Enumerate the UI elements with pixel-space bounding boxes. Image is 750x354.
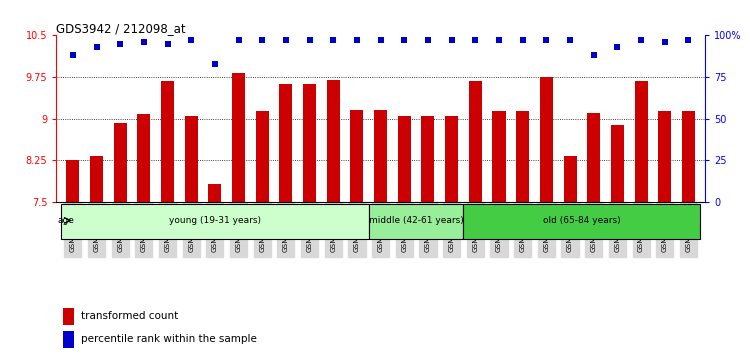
- Text: old (65-84 years): old (65-84 years): [543, 216, 621, 225]
- Point: [327, 38, 339, 43]
- Bar: [232, 73, 245, 202]
- Bar: [469, 81, 482, 202]
- Point: [564, 38, 576, 43]
- Point: [540, 38, 552, 43]
- Point: [446, 38, 458, 43]
- Point: [517, 38, 529, 43]
- Bar: [634, 81, 647, 202]
- Point: [493, 38, 505, 43]
- Point: [67, 52, 79, 58]
- Point: [398, 38, 410, 43]
- Bar: [209, 184, 221, 202]
- Text: young (19-31 years): young (19-31 years): [169, 216, 261, 225]
- Point: [588, 52, 600, 58]
- Bar: [563, 156, 577, 202]
- FancyBboxPatch shape: [369, 204, 464, 239]
- Bar: [587, 113, 600, 202]
- Point: [682, 38, 694, 43]
- Bar: [446, 116, 458, 202]
- Point: [470, 38, 482, 43]
- Bar: [114, 123, 127, 202]
- Bar: [516, 112, 530, 202]
- Bar: [90, 156, 103, 202]
- Text: percentile rank within the sample: percentile rank within the sample: [81, 335, 256, 344]
- Point: [611, 44, 623, 50]
- Bar: [350, 110, 364, 202]
- Point: [185, 38, 197, 43]
- Bar: [327, 80, 340, 202]
- Bar: [658, 112, 671, 202]
- Point: [351, 38, 363, 43]
- Bar: [540, 77, 553, 202]
- Bar: [398, 116, 411, 202]
- Bar: [184, 116, 198, 202]
- Bar: [66, 160, 80, 202]
- Point: [232, 38, 244, 43]
- Point: [635, 38, 647, 43]
- Bar: [374, 110, 387, 202]
- Bar: [280, 84, 292, 202]
- Point: [280, 38, 292, 43]
- Point: [375, 38, 387, 43]
- Point: [209, 61, 221, 67]
- FancyBboxPatch shape: [61, 204, 369, 239]
- Bar: [493, 112, 506, 202]
- Point: [256, 38, 268, 43]
- Text: age: age: [58, 216, 74, 225]
- Bar: [611, 125, 624, 202]
- Text: transformed count: transformed count: [81, 312, 178, 321]
- Text: GDS3942 / 212098_at: GDS3942 / 212098_at: [56, 22, 186, 35]
- Bar: [682, 112, 695, 202]
- Point: [161, 41, 173, 46]
- Point: [114, 41, 126, 46]
- Bar: [161, 81, 174, 202]
- Point: [91, 44, 103, 50]
- Point: [304, 38, 316, 43]
- Text: middle (42-61 years): middle (42-61 years): [369, 216, 464, 225]
- Point: [138, 39, 150, 45]
- Bar: [303, 84, 316, 202]
- Bar: [256, 112, 268, 202]
- Point: [422, 38, 434, 43]
- Bar: [63, 308, 74, 325]
- Point: [658, 39, 670, 45]
- Bar: [63, 331, 74, 348]
- Bar: [422, 116, 434, 202]
- Bar: [137, 114, 150, 202]
- FancyBboxPatch shape: [464, 204, 700, 239]
